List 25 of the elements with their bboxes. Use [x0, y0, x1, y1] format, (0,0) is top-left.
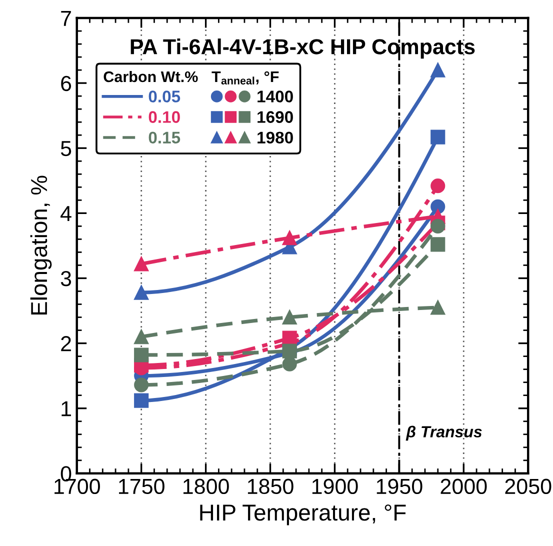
annotation: 1690: [258, 111, 293, 123]
ref-line-label: β Transus: [406, 426, 482, 441]
x-tick-label: 1800: [183, 478, 229, 494]
x-tick-label: 1750: [119, 478, 164, 494]
annotation: 1980: [258, 132, 293, 144]
legend-label: 0.10: [148, 111, 180, 123]
y-tick-label: 6: [61, 76, 72, 92]
x-tick-label: 2000: [440, 478, 487, 494]
legend-label: 0.15: [148, 132, 180, 144]
x-tick-label: 2050: [505, 478, 552, 494]
annotation: T$_{anneal}$, °F: [212, 71, 279, 84]
y-tick-label: 1: [62, 401, 71, 416]
y-tick-label: 5: [60, 141, 72, 156]
legend-label: 0.05: [148, 90, 180, 102]
x-tick-label: 1850: [248, 478, 294, 494]
x-tick-label: 1900: [312, 478, 358, 494]
y-tick-label: 7: [61, 11, 71, 26]
y-tick-label: 2: [61, 336, 71, 352]
legend-title: Carbon Wt.%: [104, 70, 198, 82]
x-tick-label: 1950: [376, 478, 422, 494]
y-tick-label: 4: [60, 206, 72, 221]
y-axis-title: Elongation, %: [30, 176, 52, 315]
x-axis-title: HIP Temperature, °F: [200, 504, 406, 526]
y-tick-label: 3: [60, 270, 72, 286]
annotation: 1400: [258, 90, 293, 102]
